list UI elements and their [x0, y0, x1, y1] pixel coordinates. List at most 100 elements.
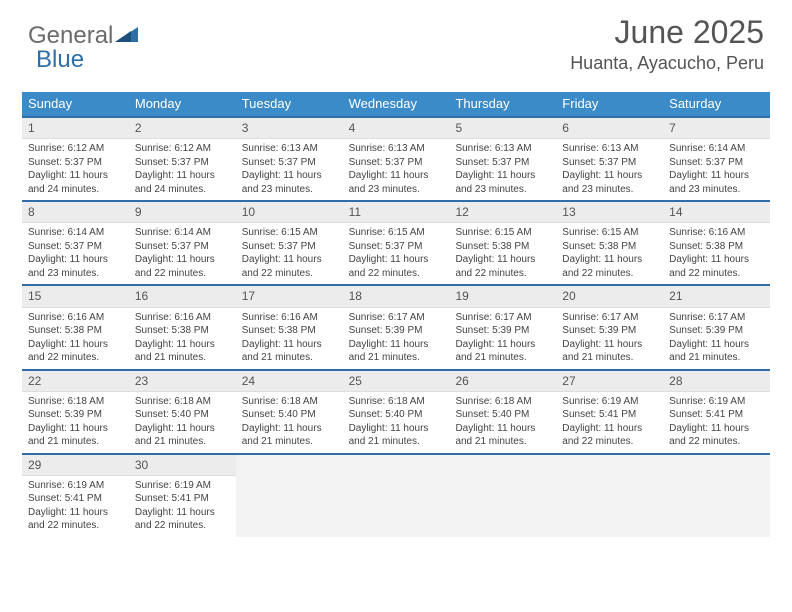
- day-number: 1: [22, 118, 129, 139]
- sunset-line: Sunset: 5:37 PM: [242, 156, 337, 170]
- day-cell: 9Sunrise: 6:14 AMSunset: 5:37 PMDaylight…: [129, 202, 236, 284]
- sunrise-line: Sunrise: 6:18 AM: [135, 395, 230, 409]
- day-body: Sunrise: 6:17 AMSunset: 5:39 PMDaylight:…: [556, 308, 663, 369]
- day-body: Sunrise: 6:13 AMSunset: 5:37 PMDaylight:…: [236, 139, 343, 200]
- sunrise-line: Sunrise: 6:18 AM: [28, 395, 123, 409]
- day-cell: 1Sunrise: 6:12 AMSunset: 5:37 PMDaylight…: [22, 118, 129, 200]
- sunset-line: Sunset: 5:41 PM: [669, 408, 764, 422]
- sunset-line: Sunset: 5:39 PM: [669, 324, 764, 338]
- daylight-line: Daylight: 11 hours and 21 minutes.: [455, 338, 550, 365]
- week-row: 22Sunrise: 6:18 AMSunset: 5:39 PMDayligh…: [22, 369, 770, 453]
- weeks-container: 1Sunrise: 6:12 AMSunset: 5:37 PMDaylight…: [22, 116, 770, 537]
- sunset-line: Sunset: 5:41 PM: [28, 492, 123, 506]
- daylight-line: Daylight: 11 hours and 22 minutes.: [562, 422, 657, 449]
- empty-day-cell: [449, 455, 556, 537]
- sunset-line: Sunset: 5:40 PM: [135, 408, 230, 422]
- daylight-line: Daylight: 11 hours and 22 minutes.: [28, 338, 123, 365]
- sunset-line: Sunset: 5:40 PM: [242, 408, 337, 422]
- day-number: 22: [22, 371, 129, 392]
- sunset-line: Sunset: 5:38 PM: [28, 324, 123, 338]
- calendar-grid: SundayMondayTuesdayWednesdayThursdayFrid…: [22, 92, 770, 537]
- weekday-header: Saturday: [663, 92, 770, 116]
- sunrise-line: Sunrise: 6:13 AM: [562, 142, 657, 156]
- sunrise-line: Sunrise: 6:14 AM: [135, 226, 230, 240]
- day-number: 23: [129, 371, 236, 392]
- sunrise-line: Sunrise: 6:17 AM: [455, 311, 550, 325]
- day-body: Sunrise: 6:18 AMSunset: 5:39 PMDaylight:…: [22, 392, 129, 453]
- sunset-line: Sunset: 5:37 PM: [562, 156, 657, 170]
- sunrise-line: Sunrise: 6:14 AM: [28, 226, 123, 240]
- day-body: Sunrise: 6:18 AMSunset: 5:40 PMDaylight:…: [449, 392, 556, 453]
- day-cell: 29Sunrise: 6:19 AMSunset: 5:41 PMDayligh…: [22, 455, 129, 537]
- day-cell: 8Sunrise: 6:14 AMSunset: 5:37 PMDaylight…: [22, 202, 129, 284]
- daylight-line: Daylight: 11 hours and 21 minutes.: [135, 338, 230, 365]
- day-cell: 17Sunrise: 6:16 AMSunset: 5:38 PMDayligh…: [236, 286, 343, 368]
- daylight-line: Daylight: 11 hours and 22 minutes.: [349, 253, 444, 280]
- day-number: 20: [556, 286, 663, 307]
- day-number: 7: [663, 118, 770, 139]
- day-body: Sunrise: 6:13 AMSunset: 5:37 PMDaylight:…: [343, 139, 450, 200]
- daylight-line: Daylight: 11 hours and 22 minutes.: [135, 506, 230, 533]
- sunrise-line: Sunrise: 6:15 AM: [349, 226, 444, 240]
- day-cell: 5Sunrise: 6:13 AMSunset: 5:37 PMDaylight…: [449, 118, 556, 200]
- day-body: Sunrise: 6:12 AMSunset: 5:37 PMDaylight:…: [22, 139, 129, 200]
- week-row: 1Sunrise: 6:12 AMSunset: 5:37 PMDaylight…: [22, 116, 770, 200]
- day-number: 8: [22, 202, 129, 223]
- weekday-header: Wednesday: [343, 92, 450, 116]
- sunrise-line: Sunrise: 6:15 AM: [242, 226, 337, 240]
- weekday-header: Tuesday: [236, 92, 343, 116]
- day-cell: 10Sunrise: 6:15 AMSunset: 5:37 PMDayligh…: [236, 202, 343, 284]
- empty-day-cell: [663, 455, 770, 537]
- sunset-line: Sunset: 5:40 PM: [455, 408, 550, 422]
- sunset-line: Sunset: 5:39 PM: [455, 324, 550, 338]
- sunset-line: Sunset: 5:37 PM: [135, 240, 230, 254]
- day-body: Sunrise: 6:17 AMSunset: 5:39 PMDaylight:…: [449, 308, 556, 369]
- daylight-line: Daylight: 11 hours and 22 minutes.: [562, 253, 657, 280]
- day-body: Sunrise: 6:16 AMSunset: 5:38 PMDaylight:…: [22, 308, 129, 369]
- day-cell: 18Sunrise: 6:17 AMSunset: 5:39 PMDayligh…: [343, 286, 450, 368]
- day-body: Sunrise: 6:19 AMSunset: 5:41 PMDaylight:…: [22, 476, 129, 537]
- day-number: 17: [236, 286, 343, 307]
- empty-day-cell: [343, 455, 450, 537]
- day-number: 28: [663, 371, 770, 392]
- day-cell: 4Sunrise: 6:13 AMSunset: 5:37 PMDaylight…: [343, 118, 450, 200]
- sunset-line: Sunset: 5:38 PM: [135, 324, 230, 338]
- daylight-line: Daylight: 11 hours and 22 minutes.: [28, 506, 123, 533]
- day-number: 5: [449, 118, 556, 139]
- daylight-line: Daylight: 11 hours and 21 minutes.: [242, 338, 337, 365]
- day-body: Sunrise: 6:15 AMSunset: 5:37 PMDaylight:…: [236, 223, 343, 284]
- weekday-header: Sunday: [22, 92, 129, 116]
- day-number: 25: [343, 371, 450, 392]
- day-body: Sunrise: 6:16 AMSunset: 5:38 PMDaylight:…: [663, 223, 770, 284]
- day-body: Sunrise: 6:14 AMSunset: 5:37 PMDaylight:…: [129, 223, 236, 284]
- day-number: 4: [343, 118, 450, 139]
- weekday-header: Friday: [556, 92, 663, 116]
- sunrise-line: Sunrise: 6:13 AM: [455, 142, 550, 156]
- sunset-line: Sunset: 5:37 PM: [455, 156, 550, 170]
- sunset-line: Sunset: 5:38 PM: [562, 240, 657, 254]
- day-body: Sunrise: 6:13 AMSunset: 5:37 PMDaylight:…: [556, 139, 663, 200]
- weekday-header: Thursday: [449, 92, 556, 116]
- day-number: 19: [449, 286, 556, 307]
- day-number: 10: [236, 202, 343, 223]
- daylight-line: Daylight: 11 hours and 21 minutes.: [242, 422, 337, 449]
- header: General Blue June 2025 Huanta, Ayacucho,…: [0, 0, 792, 88]
- sunrise-line: Sunrise: 6:14 AM: [669, 142, 764, 156]
- day-number: 15: [22, 286, 129, 307]
- day-number: 11: [343, 202, 450, 223]
- daylight-line: Daylight: 11 hours and 21 minutes.: [669, 338, 764, 365]
- day-cell: 25Sunrise: 6:18 AMSunset: 5:40 PMDayligh…: [343, 371, 450, 453]
- sunrise-line: Sunrise: 6:19 AM: [28, 479, 123, 493]
- sunrise-line: Sunrise: 6:12 AM: [28, 142, 123, 156]
- sunrise-line: Sunrise: 6:12 AM: [135, 142, 230, 156]
- daylight-line: Daylight: 11 hours and 21 minutes.: [28, 422, 123, 449]
- daylight-line: Daylight: 11 hours and 21 minutes.: [455, 422, 550, 449]
- sunset-line: Sunset: 5:38 PM: [669, 240, 764, 254]
- logo-triangle-icon: [115, 22, 139, 50]
- day-cell: 16Sunrise: 6:16 AMSunset: 5:38 PMDayligh…: [129, 286, 236, 368]
- day-body: Sunrise: 6:18 AMSunset: 5:40 PMDaylight:…: [343, 392, 450, 453]
- sunrise-line: Sunrise: 6:16 AM: [242, 311, 337, 325]
- daylight-line: Daylight: 11 hours and 22 minutes.: [135, 253, 230, 280]
- day-cell: 3Sunrise: 6:13 AMSunset: 5:37 PMDaylight…: [236, 118, 343, 200]
- day-body: Sunrise: 6:16 AMSunset: 5:38 PMDaylight:…: [129, 308, 236, 369]
